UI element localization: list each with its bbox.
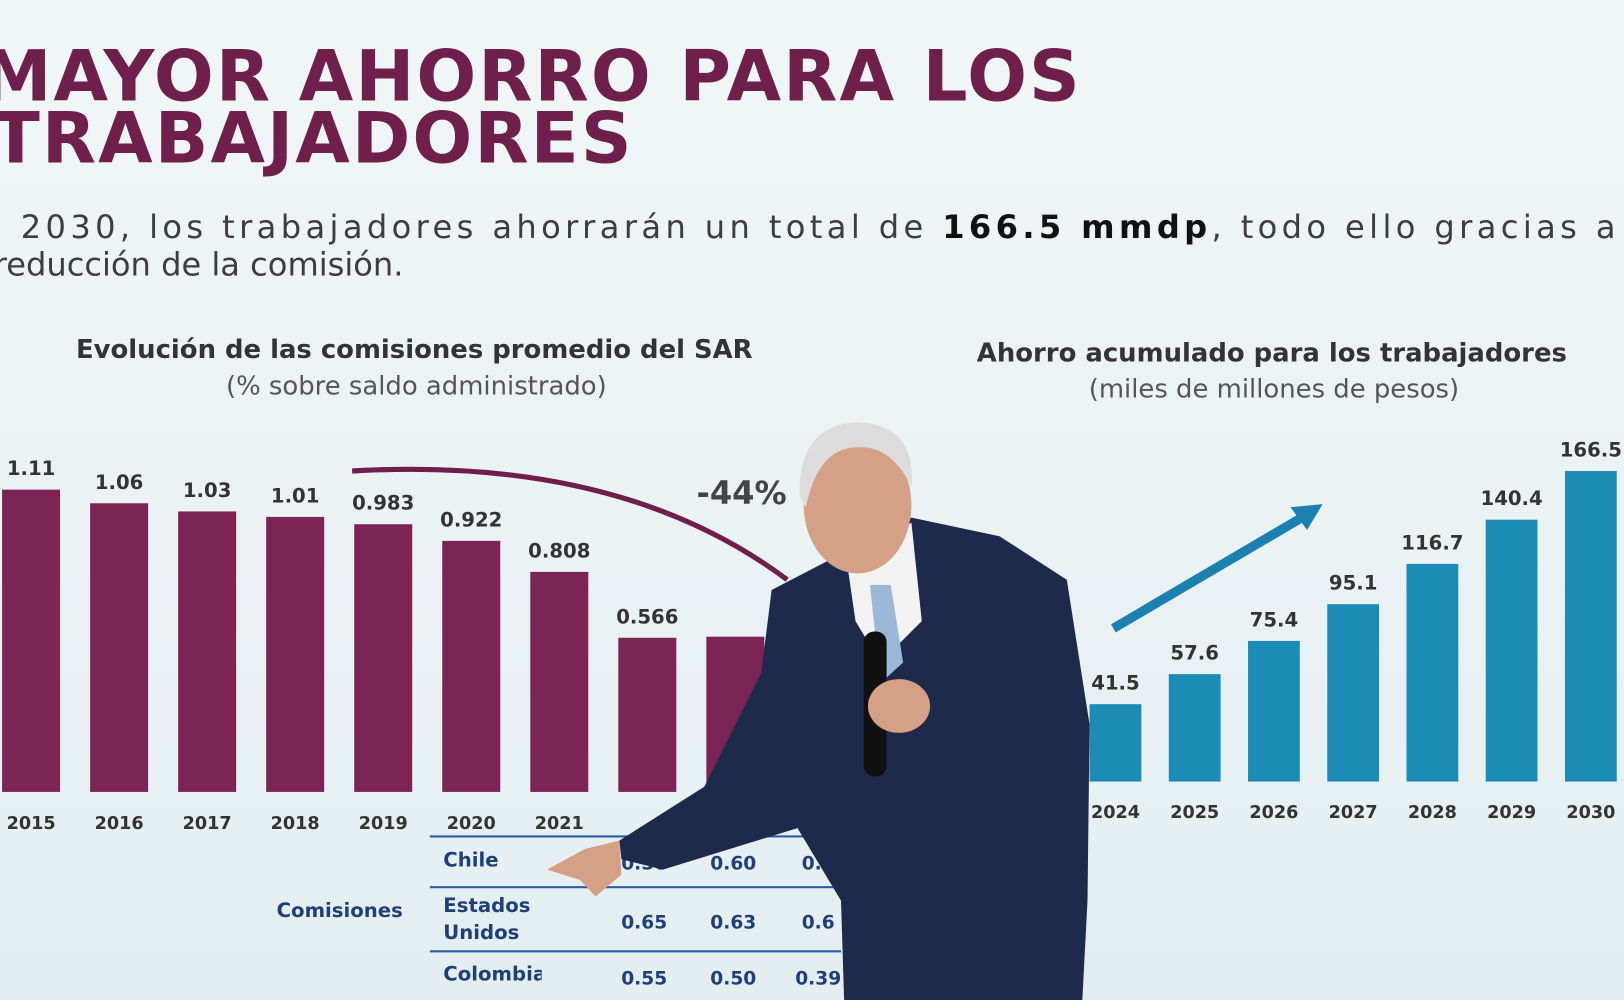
bar xyxy=(618,637,677,792)
bar xyxy=(2,489,61,792)
table-cell: 0.65 xyxy=(621,913,667,934)
value-label: 1.01 xyxy=(271,484,320,507)
row-label: Chile xyxy=(443,848,499,872)
x-tick-label: 2026 xyxy=(1249,803,1298,823)
x-tick-label: 2028 xyxy=(1408,803,1457,823)
x-tick-label: 2016 xyxy=(95,814,144,834)
value-label: 41.5 xyxy=(1091,672,1140,695)
value-label: 116.7 xyxy=(1401,531,1463,554)
title: TRABAJADORES xyxy=(0,98,634,180)
title: MAYOR AHORRO PARA LOS xyxy=(0,35,1082,117)
bar xyxy=(1485,519,1538,782)
value-label: 1.06 xyxy=(95,471,144,494)
row-label: Estados Unidos xyxy=(443,894,531,945)
value-label: 166.5 xyxy=(1560,439,1622,462)
bar xyxy=(530,571,589,792)
x-tick-label: 2020 xyxy=(447,814,496,834)
value-label: 0.922 xyxy=(440,508,502,531)
value-label: 95.1 xyxy=(1329,572,1378,595)
value-label: 0.566 xyxy=(616,605,678,628)
row-label: Colombia xyxy=(443,962,542,986)
table-cell: 0.50 xyxy=(710,968,756,989)
bar xyxy=(1248,640,1300,782)
intro-highlight: 166.5 mmdp xyxy=(942,208,1207,246)
bar xyxy=(178,511,237,792)
chart-subtitle: (% sobre saldo administrado) xyxy=(226,371,607,401)
table-cell: 0.39 xyxy=(795,968,841,989)
row-label-box: Chile xyxy=(443,848,499,872)
speaker xyxy=(546,422,1090,1000)
x-tick-label: 2018 xyxy=(271,814,320,834)
chart-title: Ahorro acumulado para los trabajadores xyxy=(977,338,1567,368)
row-header: Comisiones xyxy=(277,899,403,922)
bar xyxy=(1168,674,1221,782)
value-label: 1.11 xyxy=(7,457,56,480)
bar xyxy=(1406,563,1459,782)
value-label: 0.808 xyxy=(528,539,590,562)
bar xyxy=(266,516,325,792)
intro-text: 2030, los trabajadores ahorrarán un tota… xyxy=(21,208,1624,246)
value-label: 140.4 xyxy=(1481,487,1543,510)
annotation: -44% xyxy=(697,474,787,512)
value-label: 0.983 xyxy=(352,492,414,515)
x-tick-label: 2017 xyxy=(183,814,232,834)
comparison-table: Comisiones Chile 0.50 0.60 0.6 Estados Unido… xyxy=(277,835,841,989)
speaker-hand xyxy=(867,679,931,733)
bar xyxy=(1089,704,1142,782)
row-label-box: Colombia xyxy=(443,962,542,986)
bar xyxy=(1327,604,1380,782)
x-tick-label: 2029 xyxy=(1487,803,1536,823)
speaker-body xyxy=(619,517,1090,1000)
x-tick-label: 2019 xyxy=(359,814,408,834)
bar xyxy=(1564,471,1617,782)
table-cell: 0.55 xyxy=(621,968,667,989)
table-cell: 0.60 xyxy=(710,854,756,875)
x-tick-label: 2024 xyxy=(1091,803,1140,823)
chart-subtitle: (miles de millones de pesos) xyxy=(1089,375,1459,405)
bar xyxy=(442,540,501,792)
arrow-head xyxy=(1290,504,1323,531)
intro-part: 2030, los trabajadores ahorrarán un tota… xyxy=(21,208,938,246)
table-cell: 0.63 xyxy=(710,913,756,934)
trend-arrow xyxy=(1111,510,1310,633)
bar xyxy=(90,503,149,792)
intro-text: reducción de la comisión. xyxy=(0,245,403,283)
table-cell: 0.6 xyxy=(802,913,835,934)
chart-title: Evolución de las comisiones promedio del… xyxy=(76,335,753,365)
bar xyxy=(354,524,413,792)
x-tick-label: 2030 xyxy=(1566,803,1615,823)
trend-arc xyxy=(351,466,789,582)
x-tick-label: 2015 xyxy=(7,814,56,834)
value-label: 57.6 xyxy=(1170,642,1219,665)
speaker-hair xyxy=(799,422,912,508)
value-label: 1.03 xyxy=(183,479,232,502)
speaker-hand xyxy=(546,840,622,897)
x-tick-label: 2021 xyxy=(535,814,584,834)
speaker-head xyxy=(803,436,912,574)
x-tick-label: 2027 xyxy=(1329,803,1378,823)
charts: 1.11 2015 1.06 2016 1.03 2017 1.01 2018 0.983 201… xyxy=(2,439,1622,834)
row-label-box: Estados Unidos xyxy=(443,894,531,945)
value-label: 75.4 xyxy=(1250,608,1299,631)
x-tick-label: 2025 xyxy=(1170,803,1219,823)
